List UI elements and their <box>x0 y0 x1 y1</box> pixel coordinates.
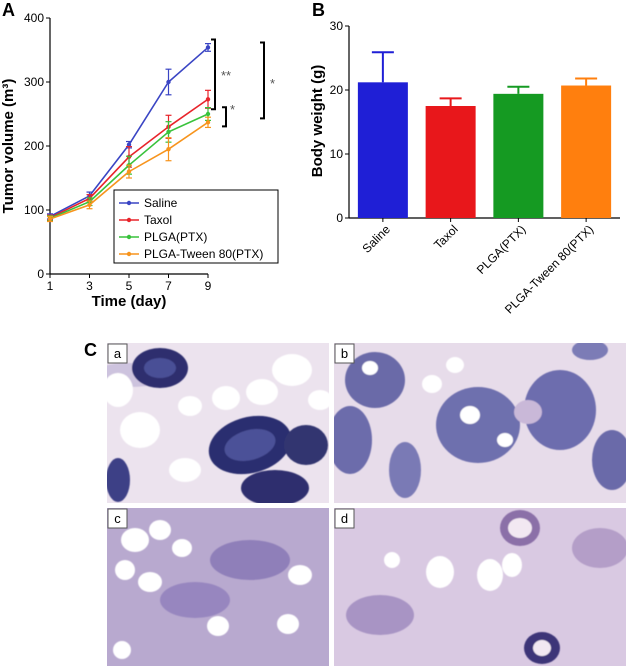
bar <box>357 82 408 218</box>
legend-box <box>113 189 279 264</box>
bracket-line <box>211 38 216 111</box>
micrograph-c: c <box>107 508 329 666</box>
legend-label: Saline <box>144 196 178 210</box>
data-point <box>166 129 171 135</box>
legend-label: PLGA-Tween 80(PTX) <box>144 247 263 261</box>
chart-b-category-label: Saline <box>360 222 394 256</box>
significance-bracket: * <box>222 102 235 128</box>
micrograph-b-label: b <box>341 346 348 361</box>
chart-a-y-tick-label: 100 <box>24 203 44 217</box>
data-point <box>205 45 211 50</box>
chart-b-y-tick-label: 0 <box>336 211 343 225</box>
bar-plga-ptx <box>493 85 544 218</box>
legend-swatch-marker <box>126 234 132 240</box>
legend-swatch-marker <box>126 217 132 223</box>
chart-a-legend: Saline Taxol PLGA(PTX) PLGA-Tween 80(PTX) <box>113 189 279 264</box>
legend-label: PLGA(PTX) <box>144 230 207 244</box>
chart-b-y-tick-label: 30 <box>330 19 344 33</box>
data-point <box>205 97 211 102</box>
significance-bracket: ** <box>211 38 231 111</box>
micrograph-b: b <box>334 343 626 503</box>
data-point <box>166 147 171 152</box>
data-point <box>126 169 132 174</box>
chart-a-x-tick-label: 9 <box>205 279 212 293</box>
panel-letter-a: A <box>2 0 15 20</box>
data-point <box>87 202 92 208</box>
chart-a-x-tick-label: 5 <box>126 279 133 293</box>
chart-b-y-tick-label: 10 <box>330 147 344 161</box>
chart-a-x-axis-title: Time (day) <box>92 293 167 310</box>
chart-b-category-label: Taxol <box>431 222 461 252</box>
chart-a-x-tick-label: 1 <box>47 279 54 293</box>
panel-letter-c: C <box>84 340 97 360</box>
bar <box>561 85 612 219</box>
legend-label: Taxol <box>144 213 172 227</box>
bar <box>493 93 544 218</box>
significance-label: * <box>230 102 235 117</box>
data-point <box>126 142 132 147</box>
legend-entry: PLGA(PTX) <box>119 230 207 244</box>
micrograph-c-label-box <box>107 508 128 529</box>
chart-a-x-tick-label: 3 <box>86 279 93 293</box>
micrograph-a-label: a <box>114 346 122 361</box>
micrograph-d-label: d <box>341 511 348 526</box>
series-plga-tween-80-ptx <box>47 116 211 223</box>
chart-b-bars <box>357 51 612 219</box>
bar-plga-tween-80-ptx <box>561 77 612 219</box>
chart-a-x-tick-label: 7 <box>165 279 172 293</box>
legend-swatch-marker <box>126 251 132 257</box>
chart-b-category-label: PLGA(PTX) <box>474 222 529 277</box>
body-weight-chart: Body weight (g) 0 10 20 30 Saline Taxol PLGA(P… <box>309 19 620 317</box>
significance-label: * <box>270 76 275 91</box>
chart-a-y-tick-label: 200 <box>24 139 44 153</box>
bracket-line <box>222 106 227 128</box>
bar-taxol <box>425 97 476 218</box>
legend-entry: Taxol <box>119 213 172 227</box>
legend-entry: Saline <box>119 196 178 210</box>
chart-a-y-tick-label: 400 <box>24 11 44 25</box>
chart-a-y-axis-title: Tumor volume (m³) <box>0 79 17 214</box>
data-point <box>166 79 171 85</box>
chart-b-y-tick-label: 20 <box>330 83 344 97</box>
bar-saline <box>357 51 408 218</box>
micrograph-d-label-box <box>334 508 355 529</box>
micrograph-d: d <box>334 508 626 666</box>
chart-a-y-tick-label: 0 <box>37 267 44 281</box>
legend-swatch-marker <box>126 200 132 206</box>
chart-b-y-axis-title: Body weight (g) <box>309 65 326 178</box>
bracket-line <box>260 41 265 120</box>
chart-a-axes: 0 100 200 300 400 1 3 5 7 9 <box>24 11 212 293</box>
significance-label: ** <box>221 68 231 83</box>
data-point <box>47 216 53 222</box>
legend-entry: PLGA-Tween 80(PTX) <box>119 247 263 261</box>
micrograph-a-label-box <box>107 343 128 364</box>
chart-a-y-tick-label: 300 <box>24 75 44 89</box>
significance-bracket: * <box>260 41 275 120</box>
data-point <box>205 120 211 125</box>
chart-a-series <box>47 42 211 223</box>
micrograph-c-label: c <box>114 511 121 526</box>
tumor-volume-chart: Tumor volume (m³) Time (day) 0 100 200 300 4… <box>0 11 279 310</box>
panel-letter-b: B <box>312 0 325 20</box>
chart-a-significance: **** <box>211 38 275 128</box>
data-point <box>205 111 211 117</box>
micrograph-a: a <box>107 343 329 503</box>
micrograph-b-label-box <box>334 343 355 364</box>
bar <box>425 106 476 218</box>
